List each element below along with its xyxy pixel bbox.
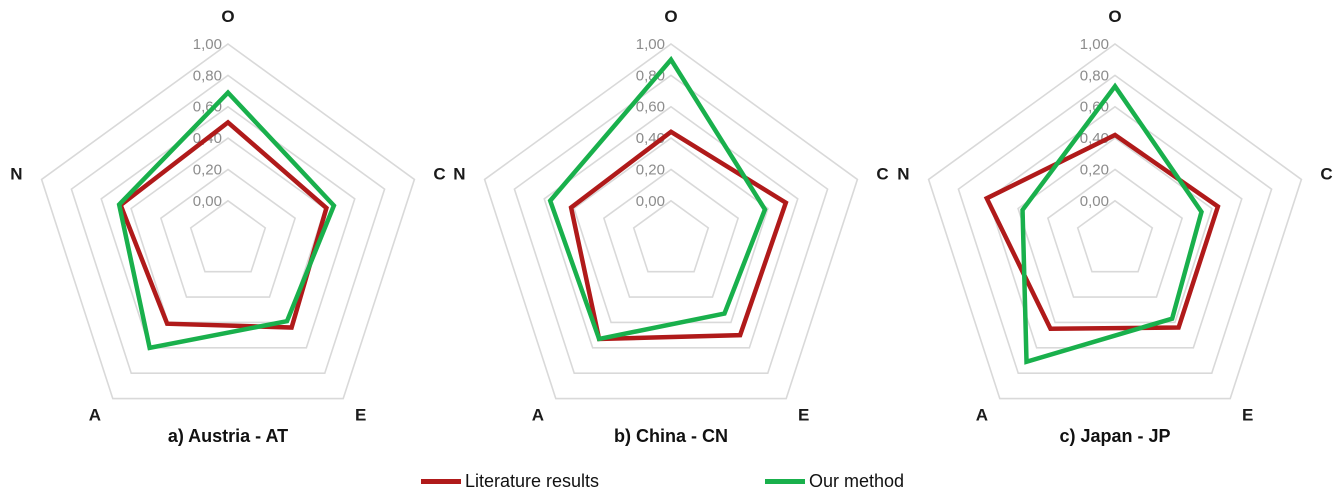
axis-label-n: N	[453, 164, 465, 183]
axis-label-c: C	[433, 164, 445, 183]
grid-ring	[70, 74, 386, 374]
grid-ring	[159, 168, 297, 298]
grid-ring	[40, 43, 416, 400]
series-our-method	[547, 55, 768, 342]
tick-label: 0,80	[193, 67, 222, 84]
series-our-method	[116, 89, 337, 351]
legend-swatch-our-method	[765, 478, 805, 484]
tick-label: 0,80	[636, 67, 665, 84]
axis-label-o: O	[221, 7, 234, 26]
axis-label-c: C	[876, 164, 888, 183]
tick-label: 0,00	[636, 193, 665, 210]
legend-item-literature: Literature results	[421, 468, 599, 494]
tick-label: 0,80	[1080, 67, 1109, 84]
legend-label-literature: Literature results	[465, 470, 600, 491]
axis-label-o: O	[664, 7, 677, 26]
axis-label-a: A	[532, 406, 544, 425]
legend-item-our-method: Our method	[765, 468, 904, 494]
legend-label-our-method: Our method	[809, 470, 905, 491]
grid-ring	[100, 105, 356, 349]
grid-ring	[927, 43, 1303, 400]
axis-label-a: A	[976, 406, 988, 425]
grid-ring	[957, 74, 1273, 374]
grid-ring	[987, 105, 1243, 349]
series-literature-results	[568, 129, 789, 342]
tick-label: 0,20	[636, 161, 665, 178]
grid-ring	[1017, 137, 1213, 324]
tick-label: 0,00	[1080, 193, 1109, 210]
axis-label-c: C	[1320, 164, 1332, 183]
chart-title: c) Japan - JP	[1059, 426, 1170, 446]
axis-label-o: O	[1108, 7, 1121, 26]
grid-ring	[602, 168, 740, 298]
grid-ring	[632, 199, 710, 273]
series-our-method	[1020, 82, 1204, 365]
grid-ring	[483, 43, 859, 400]
tick-label: 1,00	[193, 36, 222, 53]
series-literature-results	[117, 119, 329, 330]
legend: Literature results Our method	[0, 468, 1333, 494]
series-literature-results	[983, 132, 1221, 332]
axis-label-n: N	[10, 164, 22, 183]
chart-title: a) Austria - AT	[168, 426, 288, 446]
grid-ring	[1046, 168, 1184, 298]
grid-ring	[1076, 199, 1154, 273]
tick-label: 0,60	[193, 99, 222, 116]
tick-label: 0,60	[636, 99, 665, 116]
grid-ring	[513, 74, 829, 374]
tick-label: 0,00	[193, 193, 222, 210]
axis-label-n: N	[897, 164, 909, 183]
axis-label-a: A	[89, 406, 101, 425]
axis-label-e: E	[355, 406, 366, 425]
legend-swatch-literature	[421, 478, 461, 484]
grid-ring	[130, 137, 326, 324]
tick-label: 0,20	[193, 161, 222, 178]
grid-ring	[189, 199, 267, 273]
axis-label-e: E	[1242, 406, 1253, 425]
axis-label-e: E	[798, 406, 809, 425]
chart-title: b) China - CN	[614, 426, 728, 446]
tick-label: 1,00	[636, 36, 665, 53]
tick-label: 1,00	[1080, 36, 1109, 53]
tick-label: 0,20	[1080, 161, 1109, 178]
